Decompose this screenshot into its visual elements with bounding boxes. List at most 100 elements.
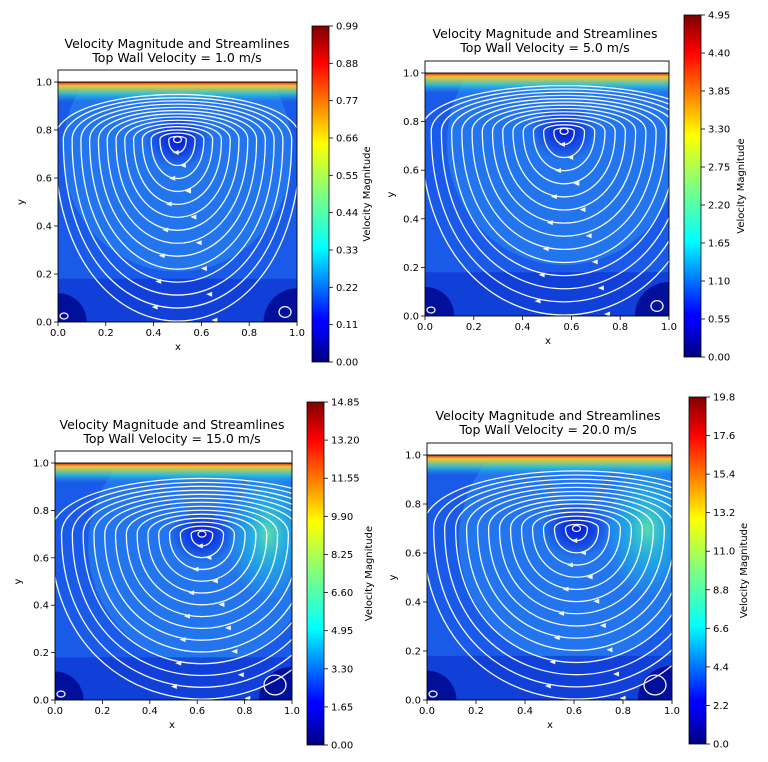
vortex-core [529, 102, 599, 161]
y-tick-label: 0.4 [405, 598, 421, 609]
colorbar-tick-label: 0.77 [336, 96, 358, 107]
y-tick-label: 0.0 [33, 696, 49, 707]
colorbar-tick-label: 1.65 [708, 239, 730, 250]
colorbar-tick-label: 0.88 [336, 59, 358, 70]
colorbar-tick-label: 2.75 [708, 163, 730, 174]
y-axis-label: y [13, 578, 24, 584]
y-tick-label: 0.6 [33, 553, 49, 564]
y-tick-label: 0.4 [36, 222, 52, 233]
y-tick-label: 1.0 [36, 78, 52, 89]
top-wall [54, 450, 293, 464]
streamline [450, 94, 669, 277]
streamline [498, 499, 654, 615]
streamline-arrow [170, 684, 177, 690]
streamline-arrow [599, 622, 606, 628]
streamline [509, 503, 644, 603]
streamline-arrow [179, 637, 186, 643]
colorbar-tick-label: 0.55 [336, 171, 358, 182]
x-tick-label: 0.8 [615, 706, 631, 717]
corner-left [427, 670, 457, 700]
colorbar-gradient [311, 25, 330, 363]
y-tick-label: 0.8 [36, 126, 52, 137]
colorbar-tick-label: 0.00 [336, 358, 358, 369]
colorbar-tick-label: 0.00 [708, 353, 730, 364]
streamline [487, 495, 665, 627]
colorbar-tick-label: 0.0 [713, 740, 729, 751]
field-bottom [427, 655, 672, 700]
field-bottom [425, 272, 669, 316]
streamline [82, 489, 292, 665]
corner-left [425, 286, 455, 316]
y-tick-label: 0.2 [405, 647, 421, 658]
streamline-arrow [591, 259, 598, 265]
streamline-arrow [597, 285, 604, 291]
streamline-arrow [571, 538, 578, 544]
y-tick-label: 0.2 [33, 648, 49, 659]
field-bottom [58, 278, 297, 322]
corner-eddy-right [643, 674, 667, 696]
vortex-eye [559, 127, 569, 135]
colorbar-tick-label: 8.8 [713, 585, 729, 596]
streamline-arrow [562, 586, 569, 592]
streamline-arrow [559, 141, 566, 147]
streamline [124, 119, 231, 218]
streamline-arrow [585, 233, 592, 239]
y-tick-label: 0.2 [403, 263, 419, 274]
streamline [564, 523, 589, 542]
colorbar-tick-label: 9.90 [331, 512, 353, 523]
top-wall-edge [58, 82, 297, 90]
top-wall-edge [425, 73, 669, 81]
streamline-arrow [155, 278, 162, 284]
x-tick-label: 0.0 [419, 706, 435, 717]
streamline-arrow [586, 574, 593, 580]
colorbar-tick-label: 3.85 [708, 87, 730, 98]
streamline [430, 88, 669, 303]
streamline-arrow [566, 562, 573, 568]
top-wall [57, 69, 298, 83]
streamline-arrow [162, 227, 169, 233]
x-axis-label: x [169, 720, 175, 731]
streamline [532, 120, 596, 172]
colorbar-tick-label: 0.22 [336, 283, 358, 294]
x-tick-label: 0.2 [94, 706, 110, 717]
x-tick-label: 1.0 [664, 706, 680, 717]
colorbar-tick-label: 2.2 [713, 701, 729, 712]
y-axis-label: y [388, 574, 399, 580]
streamline [553, 519, 600, 554]
streamlines [58, 93, 297, 322]
streamline-arrow [550, 194, 557, 200]
streamline [89, 106, 266, 270]
x-tick-label: 0.8 [237, 706, 253, 717]
x-tick-label: 0.8 [612, 322, 628, 333]
colorbar-tick-label: 0.99 [336, 22, 358, 33]
colorbar: 0.00 0.55 1.10 1.65 2.20 2.75 3.30 3.85 4.40 4.95… [683, 11, 747, 364]
top-wall [426, 442, 673, 456]
streamline [55, 477, 292, 700]
x-tick-label: 0.4 [146, 328, 162, 339]
x-tick-label: 0.4 [142, 706, 158, 717]
x-tick-label: 1.0 [289, 328, 305, 339]
colorbar-gradient [683, 14, 702, 358]
colorbar-tick-label: 1.65 [331, 702, 353, 713]
streamline [60, 481, 292, 688]
y-tick-label: 0.4 [403, 214, 419, 225]
vortex-eye [571, 524, 582, 533]
streamline [443, 478, 672, 676]
streamline [542, 515, 611, 566]
streamline-arrow [211, 317, 218, 322]
streamlines [427, 470, 672, 700]
streamline-arrow [580, 550, 587, 556]
streamline-arrow [567, 154, 574, 160]
streamline-arrow [172, 149, 179, 155]
streamline-arrow [231, 648, 238, 654]
colorbar-tick-label: 4.4 [713, 662, 729, 673]
x-tick-label: 0.4 [515, 322, 531, 333]
streamlines [55, 477, 292, 700]
corner-right [634, 281, 669, 316]
y-axis-label: y [16, 199, 27, 205]
streamline-arrow [158, 253, 165, 259]
colorbar-tick-label: 4.40 [708, 49, 730, 60]
y-tick-label: 0.0 [405, 696, 421, 707]
x-tick-label: 0.2 [466, 322, 482, 333]
